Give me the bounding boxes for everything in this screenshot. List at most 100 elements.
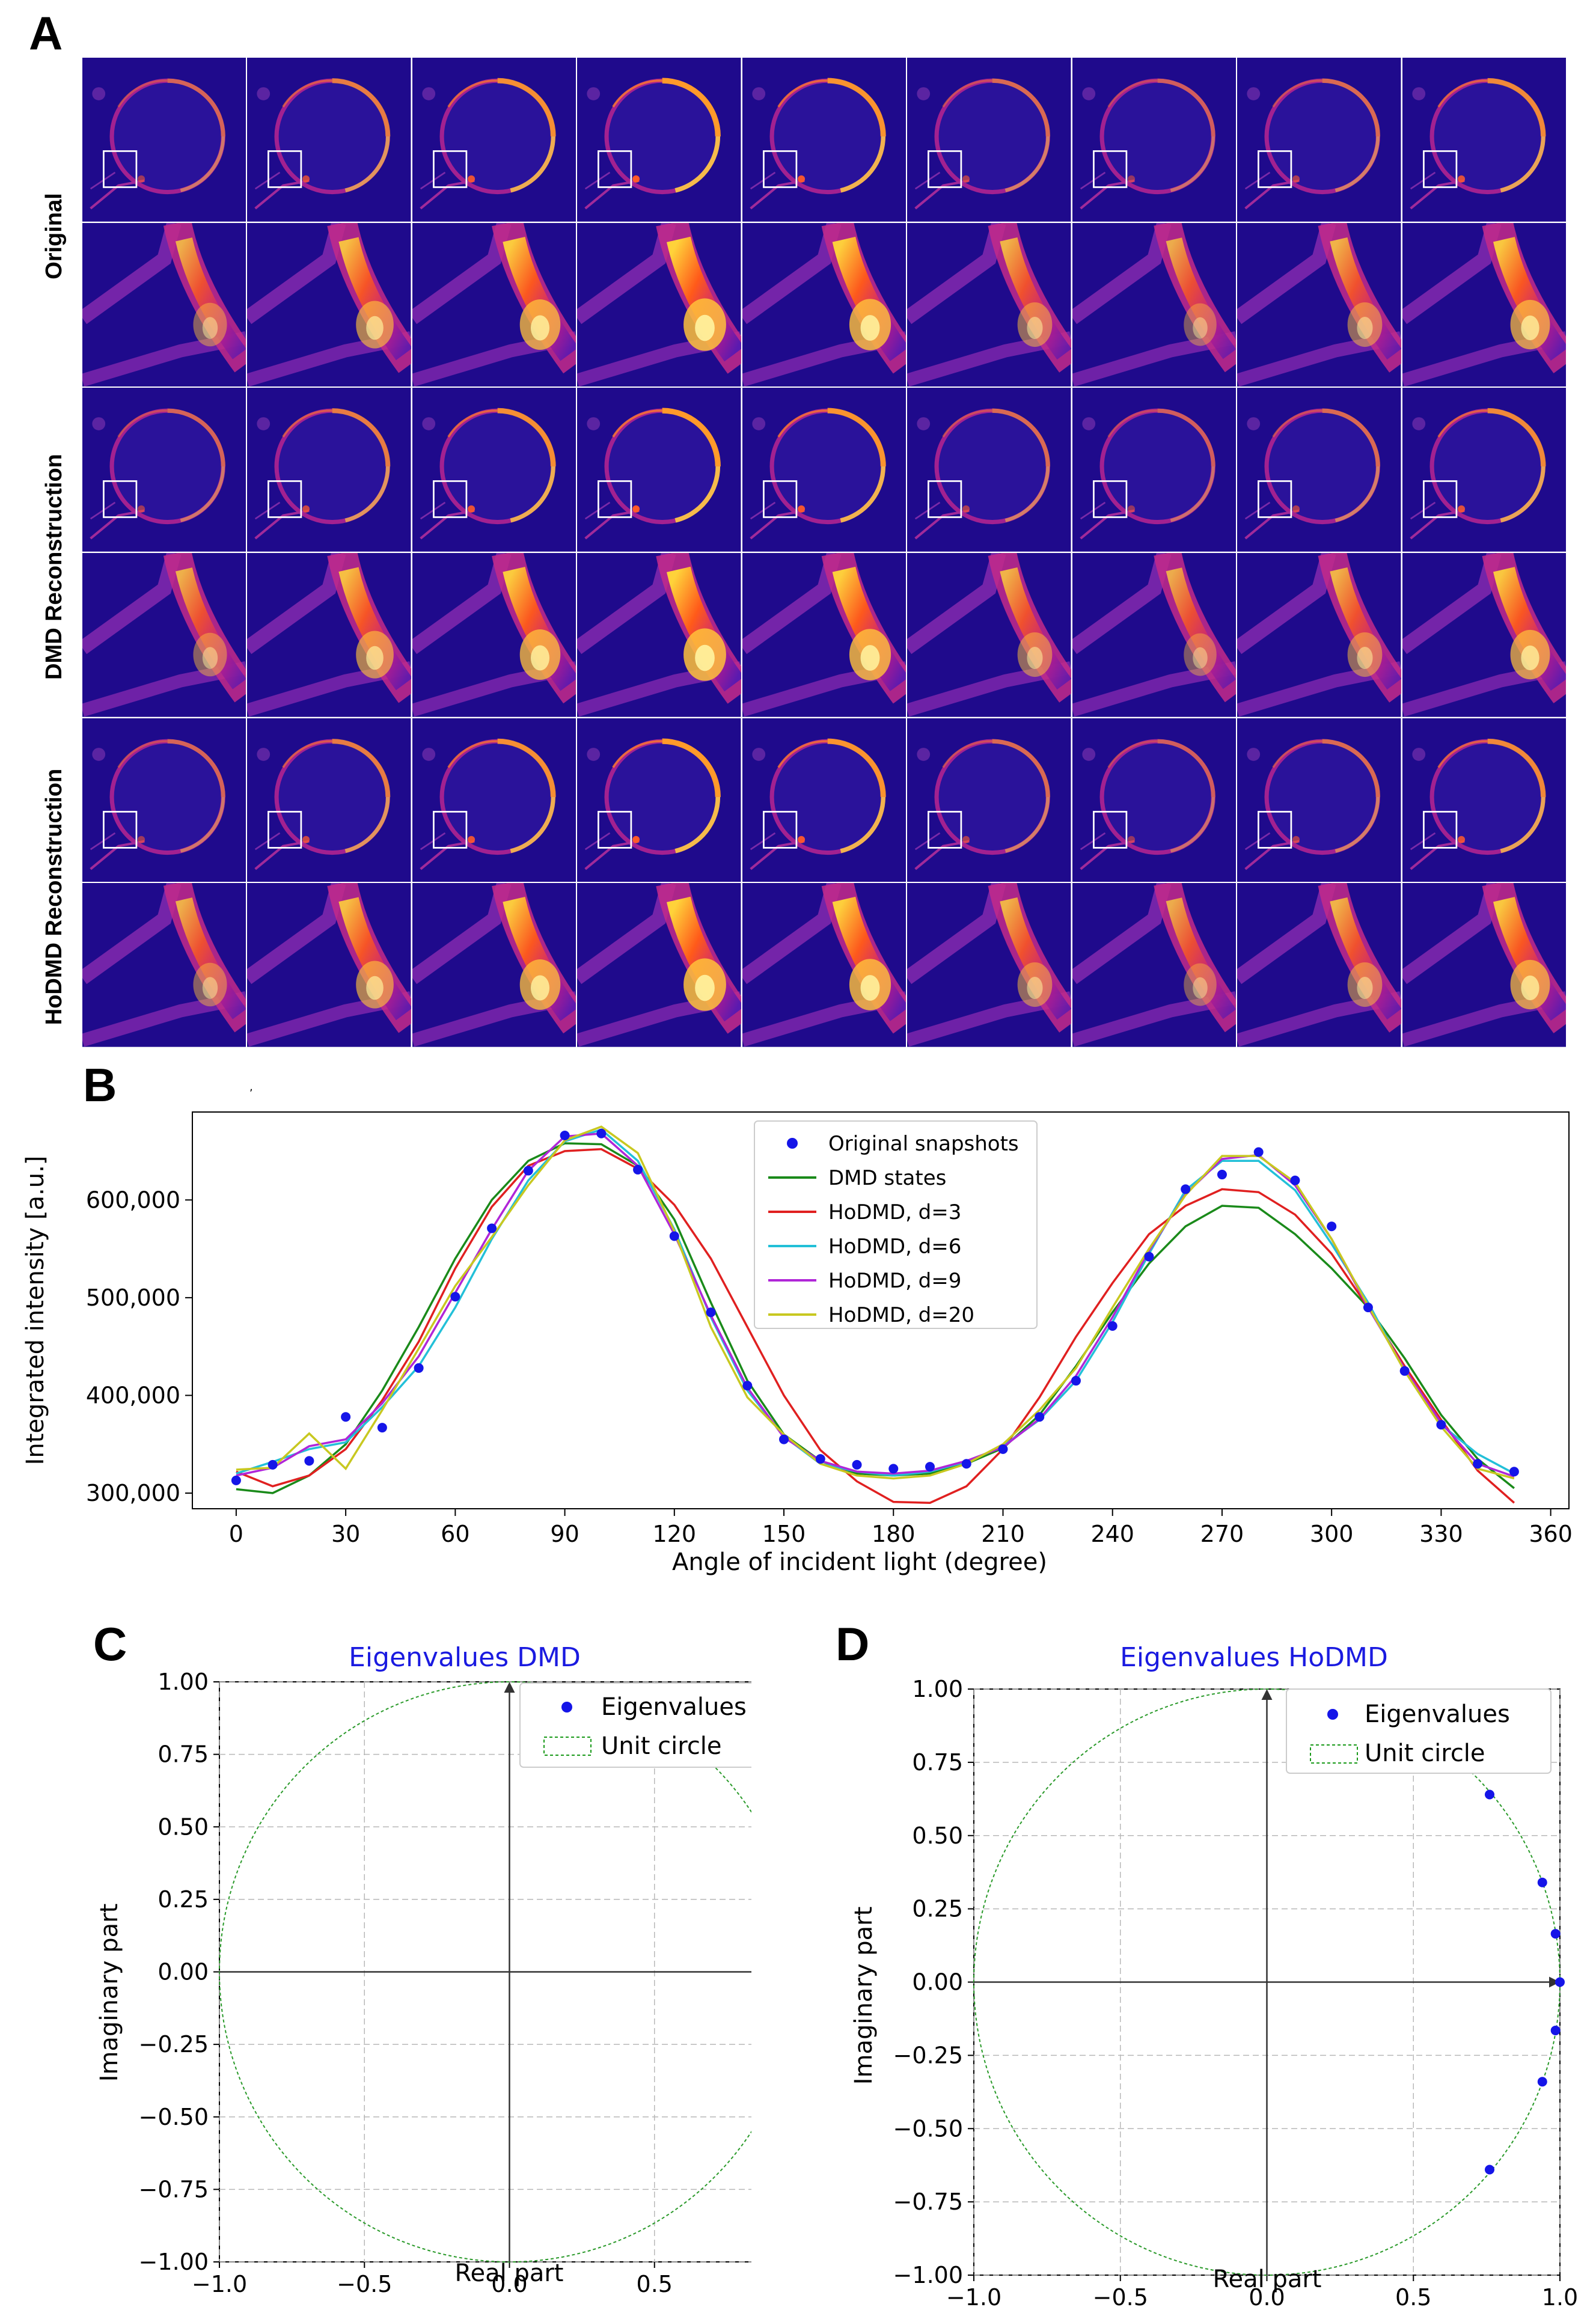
snapshot-point [706,1307,716,1318]
snapshot-point [1217,1170,1227,1180]
x-tick-label: 90 [550,1521,579,1547]
snapshot-point [961,1459,971,1469]
snapshot-point [1327,1221,1337,1232]
y-tick-label: 0.25 [912,1896,963,1922]
y-tick-label: −0.75 [893,2189,963,2215]
full-cell-image [1402,718,1566,882]
zoom-inset-image [82,883,246,1047]
zoom-inset-image [412,883,576,1047]
zoom-inset-image [82,553,246,717]
x-tick-label: −0.5 [1093,2284,1148,2311]
zoom-inset-image [1072,222,1237,387]
x-tick-label: −0.5 [337,2271,392,2297]
x-tick-label: 180 [872,1521,916,1547]
snapshot-point [487,1223,497,1233]
legend-box [1286,1688,1552,1774]
eigenvalues-hodmd-chart: −1.0 −0.5 0.0 0.5 1.0 −1.00 −0.75 −0.50 −0.25 0.0… [850,1642,1578,2311]
snapshot-point [304,1456,314,1466]
eigenvalue-point [1555,1977,1565,1987]
zoom-inset-image [1237,883,1401,1047]
zoom-inset-image [1237,553,1401,717]
y-tick-label: 300,000 [86,1480,180,1506]
y-tick-label: −1.00 [139,2249,209,2275]
x-tick-label: 270 [1200,1521,1244,1547]
y-tick-label: 0.75 [912,1749,963,1776]
legend-unit-circle-label: Unit circle [1365,1740,1485,1767]
eigenvalue-point [1550,2025,1561,2035]
full-cell-image [1072,58,1237,222]
full-cell-image [247,58,411,222]
legend: Eigenvalues Unit circle [1286,1688,1552,1774]
y-axis-label: Imaginary part [96,1904,123,2082]
snapshot-point [1035,1412,1045,1422]
snapshot-point [596,1128,607,1138]
y-tick-label: −1.00 [893,2262,963,2288]
legend-label: DMD states [828,1166,946,1190]
panel-letter-d: D [836,1618,870,1670]
y-tick-label: 0.00 [912,1969,963,1996]
row-label-original: Original [41,193,67,280]
zoom-inset-image [907,553,1071,717]
y-tick-label: −0.50 [139,2104,209,2130]
snapshot-point [377,1423,387,1433]
snapshot-point [1399,1366,1410,1376]
x-tick-label: 1.0 [1542,2284,1578,2311]
full-cell-image [412,718,576,882]
snapshot-point [633,1164,643,1175]
x-axis-label: Real part [455,2259,564,2287]
snapshot-point [341,1412,351,1422]
full-cell-image [247,718,411,882]
full-cell-image [1237,718,1401,882]
legend: Eigenvalues Unit circle [519,1682,751,1768]
x-tick-label: 0.5 [1395,2284,1431,2311]
zoom-inset-image [1402,222,1566,387]
snapshot-point [779,1434,789,1444]
snapshot-point [998,1444,1008,1454]
snapshot-point [414,1363,424,1373]
real-axis-arrowhead [1549,1976,1560,1988]
zoom-inset-image [742,222,907,387]
x-tick-label: 0.5 [637,2271,673,2297]
eigenvalue-point [1550,1929,1561,1939]
x-tick-label: 0 [229,1521,243,1547]
full-cell-image [412,388,576,552]
zoom-inset-image [742,883,907,1047]
full-cell-image [247,388,411,552]
eigenvalue-point [1537,2077,1547,2087]
imag-axis-arrowhead [504,1682,515,1693]
snapshot-point [1253,1147,1264,1157]
snapshot-point [1473,1459,1483,1469]
eigenvalues-dmd-chart: −1.0−0.50.00.51.0−1.00−0.75−0.50−0.250.0… [96,1642,751,2297]
legend-box [754,1120,1038,1329]
x-tick-label: −1.0 [192,2271,247,2297]
eigenvalue-point [1485,1789,1494,1800]
snapshot-point [268,1459,278,1470]
zoom-inset-image [412,222,576,387]
zoom-inset-image [1072,883,1237,1047]
series-line [236,1147,1515,1505]
x-tick-label: 240 [1090,1521,1134,1547]
snapshot-point [560,1131,570,1141]
legend-eigenvalue-marker [1327,1709,1338,1720]
y-tick-label: 600,000 [86,1187,180,1213]
y-tick-label: 0.00 [157,1959,209,1985]
y-tick-label: 0.25 [157,1886,209,1913]
x-tick-label: 0.0 [1249,2284,1285,2311]
legend-eigenvalue-marker [561,1702,572,1713]
y-tick-label: −0.25 [893,2042,963,2068]
full-cell-image [82,388,246,552]
snapshot-point [888,1464,899,1474]
full-cell-image [907,388,1071,552]
full-cell-image [412,58,576,222]
snapshot-point [1436,1420,1446,1430]
x-tick-label: 150 [762,1521,806,1547]
zoom-inset-image [577,553,741,717]
snapshot-point [231,1475,241,1485]
microscopy-image-grid [82,57,1567,1048]
zoom-inset-image [577,883,741,1047]
legend-label: HoDMD, d=6 [828,1235,961,1259]
zoom-inset-image [1237,222,1401,387]
x-tick-label: −1.0 [946,2284,1001,2311]
x-tick-label: 30 [331,1521,360,1547]
eigenvalue-point [1485,2165,1494,2175]
